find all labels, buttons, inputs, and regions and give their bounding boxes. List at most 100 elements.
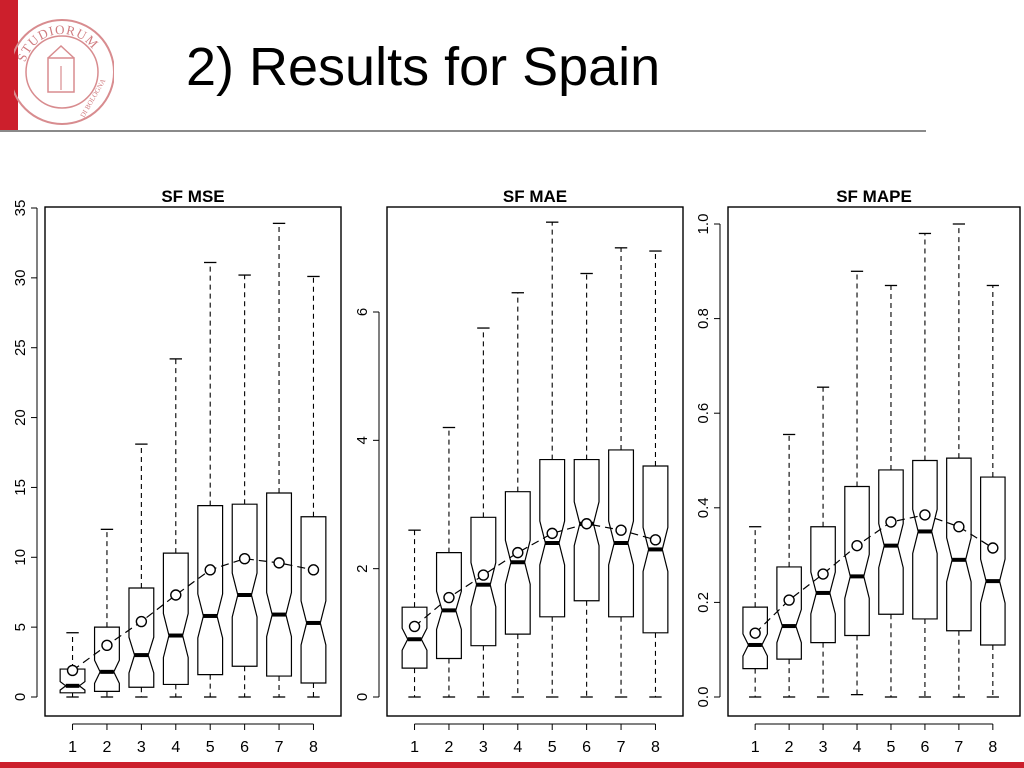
box-4 xyxy=(504,292,531,698)
y-tick-label: 0.6 xyxy=(695,403,712,424)
box-8 xyxy=(980,284,1006,698)
box-5 xyxy=(539,221,566,698)
mean-point xyxy=(885,516,897,528)
plot-frame xyxy=(44,206,342,717)
mean-point xyxy=(307,564,320,576)
box-5 xyxy=(878,284,904,698)
x-tick-label: 8 xyxy=(988,739,997,756)
box-body xyxy=(844,485,870,637)
x-tick-label: 2 xyxy=(785,739,794,756)
mean-point xyxy=(953,521,965,533)
mean-point xyxy=(987,542,999,554)
mean-point xyxy=(101,639,113,652)
x-tick-label: 4 xyxy=(171,739,180,756)
mean-trend-line xyxy=(414,523,656,627)
plot-frame xyxy=(727,206,1021,717)
footer-bar xyxy=(0,762,1024,768)
box-body xyxy=(162,552,189,686)
x-tick-label: 8 xyxy=(651,739,660,756)
box-body xyxy=(231,503,258,667)
mean-point xyxy=(204,564,216,576)
box-7 xyxy=(266,222,293,698)
x-tick-label: 8 xyxy=(309,739,318,756)
mean-point xyxy=(408,620,421,633)
box-2 xyxy=(435,426,462,698)
x-tick-label: 6 xyxy=(920,739,929,756)
box-2 xyxy=(93,528,120,698)
y-tick-label: 0.2 xyxy=(695,592,712,613)
box-body xyxy=(810,526,836,644)
x-tick-label: 1 xyxy=(410,739,419,756)
mean-point xyxy=(443,591,455,604)
x-tick-label: 1 xyxy=(68,739,77,756)
box-body xyxy=(912,459,938,620)
mean-point xyxy=(649,534,662,546)
box-body xyxy=(573,458,600,602)
x-tick-label: 1 xyxy=(751,739,760,756)
box-6 xyxy=(912,232,938,698)
mean-point xyxy=(546,527,558,540)
box-4 xyxy=(844,270,870,696)
y-tick-label: 25 xyxy=(12,339,29,356)
x-tick-label: 7 xyxy=(954,739,963,756)
box-6 xyxy=(231,274,258,698)
mean-point xyxy=(66,664,79,677)
box-body xyxy=(776,566,802,660)
x-tick-label: 4 xyxy=(853,739,862,756)
mean-point xyxy=(170,589,182,601)
mean-point xyxy=(512,546,524,559)
box-3 xyxy=(128,443,155,698)
mean-trend-line xyxy=(72,558,314,671)
slide-title: 2) Results for Spain xyxy=(186,37,661,97)
y-tick-label: 30 xyxy=(12,270,29,287)
box-body xyxy=(470,516,497,647)
box-body xyxy=(878,469,904,615)
box-3 xyxy=(810,386,836,698)
mean-point xyxy=(238,552,251,565)
x-tick-label: 2 xyxy=(103,739,112,756)
x-tick-label: 6 xyxy=(240,739,249,756)
y-tick-label: 4 xyxy=(354,436,371,444)
box-1 xyxy=(59,632,86,698)
y-tick-label: 6 xyxy=(354,308,371,316)
chart-title: SF MAE xyxy=(503,187,567,206)
box-4 xyxy=(162,358,189,698)
x-tick-label: 7 xyxy=(275,739,284,756)
mean-point xyxy=(817,568,829,580)
y-tick-label: 15 xyxy=(12,479,29,496)
y-tick-label: 5 xyxy=(12,623,29,631)
box-8 xyxy=(642,250,669,698)
y-tick-label: 20 xyxy=(12,409,29,426)
box-7 xyxy=(608,247,635,698)
box-3 xyxy=(470,327,497,698)
box-body xyxy=(93,626,120,693)
box-body xyxy=(435,552,462,660)
university-seal-logo: STUDIORUM DI BOLOGNA xyxy=(14,19,114,125)
x-tick-label: 7 xyxy=(617,739,626,756)
y-tick-label: 2 xyxy=(354,564,371,572)
box-2 xyxy=(776,433,802,698)
mean-point xyxy=(749,627,761,639)
plot-frame xyxy=(386,206,684,717)
box-1 xyxy=(401,529,428,698)
y-tick-label: 0.0 xyxy=(695,687,712,708)
chart-1: SF MSE 0 5 10 15 20 25 30 35 1 2 3 4 5 6 7 8 xyxy=(12,187,342,756)
mean-point xyxy=(135,615,148,628)
chart-3: SF MAPE 0.0 0.2 0.4 0.6 0.8 1.0 1 2 3 4 5 6 7 8 xyxy=(695,187,1021,756)
box-5 xyxy=(197,261,224,698)
mean-point xyxy=(615,524,627,536)
y-tick-label: 0 xyxy=(354,693,371,701)
y-tick-label: 0 xyxy=(12,693,29,701)
accent-bar xyxy=(0,0,18,132)
x-tick-label: 3 xyxy=(819,739,828,756)
y-tick-label: 35 xyxy=(12,200,29,217)
x-tick-label: 2 xyxy=(445,739,454,756)
box-body xyxy=(980,476,1006,646)
chart-title: SF MSE xyxy=(161,187,224,206)
box-1 xyxy=(742,526,768,698)
x-tick-label: 4 xyxy=(513,739,522,756)
x-tick-label: 5 xyxy=(887,739,896,756)
mean-point xyxy=(919,509,931,521)
box-body xyxy=(128,587,155,688)
x-tick-label: 3 xyxy=(479,739,488,756)
